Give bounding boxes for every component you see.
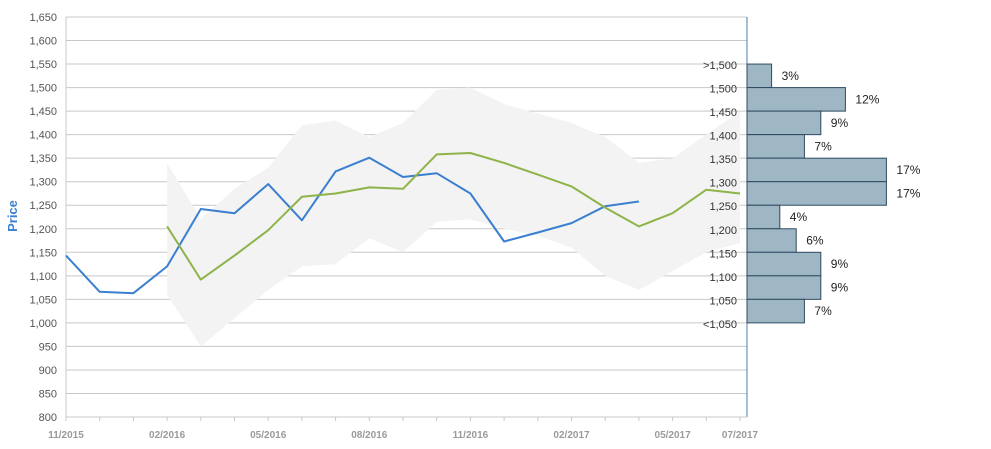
distribution-bar — [746, 63, 773, 89]
y-tick-label: 1,200 — [29, 224, 57, 236]
distribution-bar — [746, 251, 822, 277]
x-tick-label: 11/2015 — [48, 430, 84, 441]
x-tick-label: 05/2017 — [655, 430, 692, 441]
distribution-bars: 3% >1,500 12% 1,500 9% 1,450 7% 1,400 17% 1,350 17… — [703, 60, 921, 331]
distribution-pct-label: 3% — [782, 69, 800, 83]
distribution-bar — [746, 204, 781, 230]
distribution-bin-label: 1,350 — [709, 154, 737, 166]
distribution-bar — [746, 110, 822, 136]
distribution-bar — [746, 228, 797, 253]
y-tick-label: 800 — [39, 412, 57, 424]
series-lines — [65, 152, 741, 295]
distribution-bin-label: 1,050 — [709, 295, 737, 307]
y-tick-label: 1,650 — [29, 12, 57, 24]
distribution-pct-label: 17% — [896, 186, 920, 200]
distribution-bin-label: 1,500 — [709, 84, 737, 96]
y-tick-label: 1,000 — [29, 318, 57, 330]
y-tick-label: 1,450 — [29, 106, 57, 118]
x-tick-label: 07/2017 — [722, 430, 759, 441]
y-axis-label: Price — [5, 200, 20, 232]
distribution-pct-label: 9% — [831, 257, 849, 271]
distribution-pct-label: 12% — [855, 92, 879, 106]
distribution-bin-label: 1,450 — [709, 107, 737, 119]
y-tick-label: 900 — [39, 365, 57, 377]
distribution-bin-label: <1,050 — [703, 319, 737, 331]
distribution-bin-label: 1,400 — [709, 131, 737, 143]
range-band-area — [167, 87, 741, 347]
y-tick-label: 1,100 — [29, 271, 57, 283]
distribution-bin-label: 1,200 — [709, 225, 737, 237]
distribution-bar — [746, 181, 887, 206]
distribution-bin-label: >1,500 — [703, 60, 737, 72]
distribution-bar — [746, 134, 805, 159]
x-tick-label: 05/2016 — [250, 430, 287, 441]
distribution-bar — [746, 275, 822, 300]
distribution-bin-label: 1,150 — [709, 248, 737, 260]
x-tick-label: 08/2016 — [351, 430, 388, 441]
y-tick-label: 1,300 — [29, 177, 57, 189]
x-tick-label: 11/2016 — [453, 430, 489, 441]
y-tick-label: 1,050 — [29, 294, 57, 306]
series-line — [65, 156, 640, 295]
distribution-bin-label: 1,300 — [709, 178, 737, 190]
y-tick-label: 1,500 — [29, 83, 57, 95]
distribution-pct-label: 17% — [896, 163, 920, 177]
distribution-pct-label: 9% — [831, 281, 849, 295]
distribution-pct-label: 7% — [814, 139, 832, 153]
distribution-pct-label: 7% — [814, 304, 832, 318]
y-tick-label: 950 — [39, 341, 57, 353]
y-tick-label: 1,400 — [29, 130, 57, 142]
distribution-pct-label: 6% — [806, 234, 824, 248]
y-tick-label: 1,600 — [29, 36, 57, 48]
distribution-pct-label: 4% — [790, 210, 808, 224]
y-tick-label: 1,350 — [29, 153, 57, 165]
y-tick-label: 850 — [39, 388, 57, 400]
y-tick-label: 1,250 — [29, 200, 57, 212]
distribution-bar — [746, 87, 846, 112]
distribution-bar — [746, 298, 805, 324]
y-axis: 800 850 900 950 1,000 1,050 1,100 1,150 1,200 1,2… — [29, 12, 748, 424]
series-line — [166, 152, 741, 281]
x-tick-label: 02/2016 — [149, 430, 186, 441]
x-tick-label: 02/2017 — [553, 430, 590, 441]
y-tick-label: 1,550 — [29, 59, 57, 71]
y-tick-label: 1,150 — [29, 247, 57, 259]
distribution-pct-label: 9% — [831, 116, 849, 130]
x-axis: 11/2015 02/2016 05/2016 08/2016 11/2016 02/20… — [48, 416, 759, 441]
range-band — [167, 87, 741, 347]
distribution-bin-label: 1,100 — [709, 272, 737, 284]
distribution-bar — [746, 157, 887, 183]
distribution-bin-label: 1,250 — [709, 201, 737, 213]
